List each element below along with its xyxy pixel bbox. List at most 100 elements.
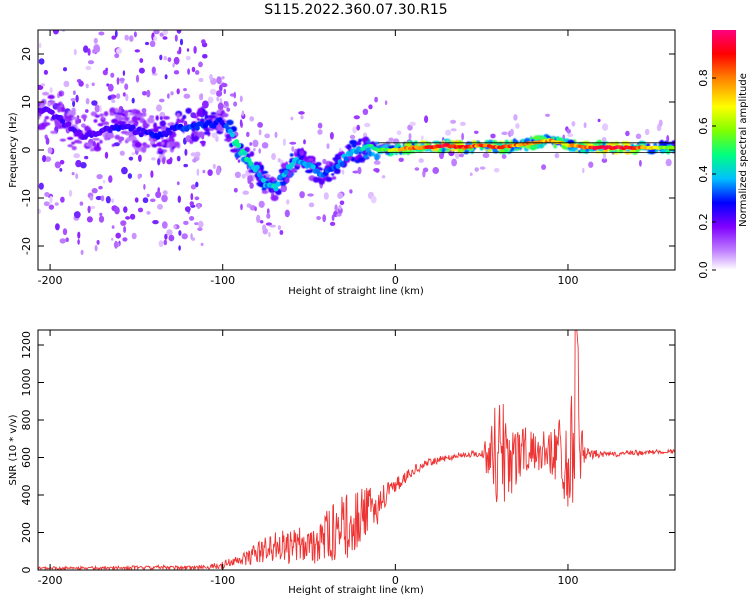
speckle-cell bbox=[241, 110, 245, 117]
speckle-cell bbox=[61, 8, 66, 13]
blob-cell bbox=[118, 137, 122, 144]
speckle-cell bbox=[192, 158, 197, 163]
blob-cell bbox=[210, 112, 217, 115]
speckle-cell bbox=[55, 223, 60, 231]
speckle-cell bbox=[583, 122, 587, 129]
speckle-cell bbox=[582, 167, 585, 174]
speckle-cell bbox=[176, 30, 182, 34]
speckle-cell bbox=[266, 213, 271, 219]
speckle-cell bbox=[317, 122, 323, 129]
speckle-cell bbox=[234, 171, 241, 178]
snr-x-axis-label: Height of straight line (km) bbox=[288, 585, 424, 596]
blob-cell bbox=[176, 112, 181, 119]
speckle-cell bbox=[151, 66, 156, 74]
colorbar-label: Normalized spectral amplitude bbox=[738, 73, 749, 227]
speckle-cell bbox=[45, 137, 50, 145]
speckle-cell bbox=[146, 193, 150, 198]
speckle-cell bbox=[63, 80, 70, 88]
speckle-cell bbox=[60, 14, 66, 19]
speckle-cell bbox=[50, 3, 54, 8]
speckle-cell bbox=[65, 237, 69, 242]
blob-cell bbox=[261, 190, 269, 194]
x-tick-label: 100 bbox=[557, 574, 578, 587]
speckle-cell bbox=[200, 93, 204, 101]
speckle-cell bbox=[60, 196, 65, 203]
speckle-cell bbox=[151, 157, 156, 161]
speckle-cell bbox=[176, 181, 180, 186]
speckle-cell bbox=[323, 192, 329, 200]
speckle-cell bbox=[337, 192, 343, 199]
speckle-cell bbox=[108, 175, 113, 183]
speckle-cell bbox=[113, 142, 120, 147]
speckle-cell bbox=[194, 151, 201, 158]
speckle-cell bbox=[85, 65, 92, 71]
blob-cell bbox=[374, 153, 380, 160]
speckle-cell bbox=[407, 124, 413, 131]
speckle-cell bbox=[183, 120, 188, 128]
blob-cell bbox=[201, 140, 206, 147]
speckle-cell bbox=[233, 101, 238, 107]
speckle-cell bbox=[129, 213, 136, 220]
speckle-cell bbox=[639, 159, 642, 167]
y-tick-label: 600 bbox=[20, 447, 33, 468]
speckle-cell bbox=[279, 230, 284, 235]
speckle-cell bbox=[421, 135, 424, 140]
speckle-cell bbox=[84, 155, 89, 160]
speckle-cell bbox=[96, 174, 103, 180]
speckle-cell bbox=[268, 231, 271, 238]
speckle-cell bbox=[98, 215, 105, 223]
blob-cell bbox=[57, 106, 62, 113]
blob-cell bbox=[190, 136, 197, 141]
blob-cell bbox=[319, 167, 323, 171]
speckle-cell bbox=[182, 12, 188, 19]
speckle-cell bbox=[146, 20, 151, 25]
speckle-cell bbox=[161, 194, 168, 203]
blob-cell bbox=[441, 147, 446, 154]
speckle-cell bbox=[96, 239, 100, 245]
speckle-cell bbox=[164, 233, 168, 240]
speckle-cell bbox=[307, 193, 314, 197]
blob-cell bbox=[97, 123, 104, 127]
speckle-cell bbox=[44, 192, 50, 197]
speckle-cell bbox=[249, 182, 254, 189]
blob-cell bbox=[361, 137, 369, 142]
speckle-cell bbox=[567, 133, 574, 137]
speckle-cell bbox=[635, 133, 642, 140]
speckle-cell bbox=[49, 87, 53, 94]
blob-cell bbox=[84, 125, 90, 132]
blob-cell bbox=[118, 108, 122, 113]
speckle-cell bbox=[157, 158, 161, 166]
speckle-cell bbox=[352, 170, 360, 174]
speckle-cell bbox=[187, 68, 191, 75]
speckle-cell bbox=[93, 45, 101, 53]
speckle-cell bbox=[603, 152, 606, 160]
speckle-cell bbox=[179, 38, 184, 46]
speckle-cell bbox=[352, 126, 357, 134]
speckle-cell bbox=[73, 48, 77, 56]
speckle-cell bbox=[111, 198, 114, 204]
speckle-cell bbox=[104, 151, 109, 159]
speckle-cell bbox=[373, 160, 381, 165]
ridge-cell bbox=[335, 163, 341, 169]
speckle-cell bbox=[161, 25, 165, 28]
speckle-cell bbox=[177, 195, 181, 203]
speckle-cell bbox=[133, 16, 136, 19]
speckle-cell bbox=[258, 200, 265, 208]
speckle-cell bbox=[48, 204, 55, 210]
speckle-cell bbox=[422, 167, 429, 173]
speckle-cell bbox=[41, 83, 45, 87]
speckle-cell bbox=[94, 104, 101, 113]
speckle-cell bbox=[432, 167, 440, 174]
speckle-cell bbox=[196, 168, 200, 176]
speckle-cell bbox=[381, 175, 386, 179]
speckle-cell bbox=[644, 128, 650, 136]
y-tick-label: 0 bbox=[20, 567, 33, 574]
speckle-cell bbox=[123, 226, 127, 233]
speckle-cell bbox=[178, 230, 182, 236]
speckle-cell bbox=[167, 57, 172, 62]
speckle-cell bbox=[190, 184, 197, 190]
speckle-cell bbox=[258, 148, 262, 154]
ridge-cell bbox=[339, 161, 345, 167]
speckle-cell bbox=[75, 173, 79, 180]
speckle-cell bbox=[454, 151, 460, 159]
